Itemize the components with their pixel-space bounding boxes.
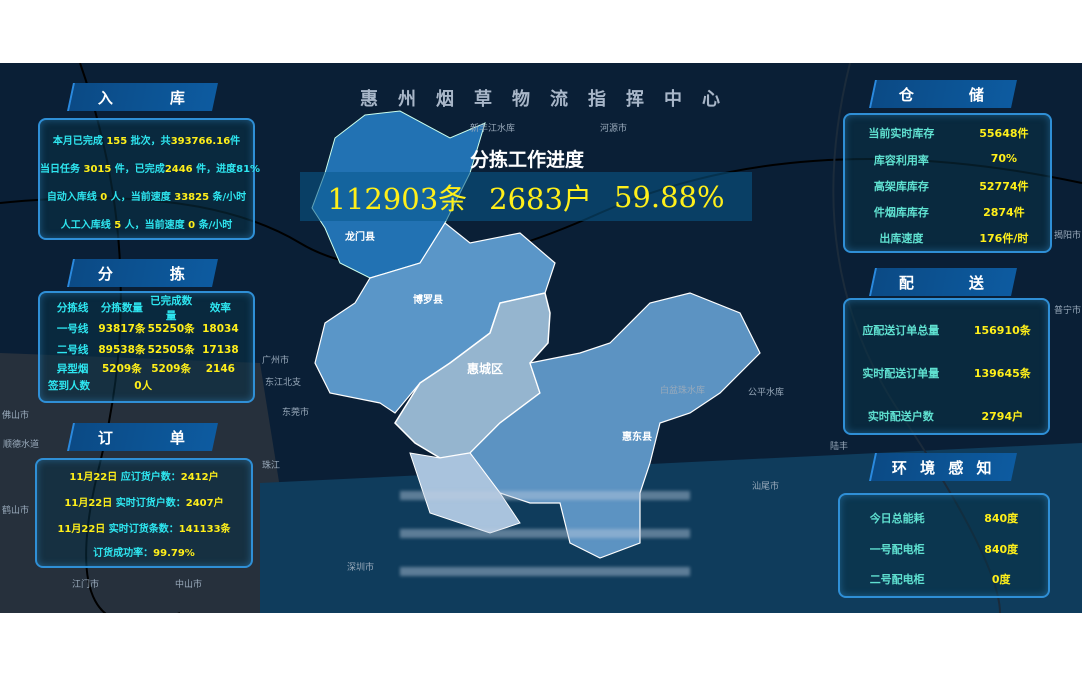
inbound-line: 人工入库线 5 人，当前速度 0 条/小时 [60, 220, 233, 231]
city-label: 珠江 [262, 461, 281, 471]
inbound-panel: 本月已完成 155 批次，共393766.16件 当日任务 3015 件，已完成… [38, 118, 261, 240]
storage-item: 高架库库存 52774件 [873, 180, 1029, 193]
storage-item: 当前实时库存 55648件 [868, 127, 1029, 140]
delivery-title: 配送 [869, 268, 1017, 296]
city-label: 深圳市 [347, 563, 375, 573]
storage-panel: 当前实时库存 55648件 库容利用率 70% 高架库库存 52774件 件烟库库存 2… [843, 113, 1052, 253]
city-label: 汕尾市 [752, 482, 780, 492]
delivery-item: 实时配送户数 2794户 [867, 410, 1024, 423]
city-label: 鹤山市 [2, 506, 30, 516]
storage-item: 库容利用率 70% [873, 152, 1018, 167]
storage-title: 仓储 [869, 80, 1017, 108]
storage-item: 出库速度 176件/时 [879, 232, 1029, 245]
city-label: 揭阳市 [1054, 231, 1082, 241]
dashboard: 新丰江水库 河源市 东江北支 东莞市 广州市 佛山市 顺德水道 珠江 鹤山市 江… [0, 63, 1082, 613]
city-label: 陆丰 [830, 442, 849, 452]
city-label: 白盆珠水库 [660, 386, 706, 396]
city-label: 江门市 [72, 580, 100, 590]
storage-item: 件烟库库存 2874件 [873, 206, 1025, 219]
orders-title: 订单 [67, 423, 218, 451]
sorting-table: 分拣线 分拣数量 已完成数量 效率 一号线 93817条 55250条 18034 二号线 8… [48, 294, 245, 394]
orders-line: 11月22日 实时订货条数：141133条 [57, 524, 231, 535]
city-label: 顺德水道 [3, 440, 40, 450]
city-label: 东江北支 [265, 378, 302, 388]
sorted-households: 2683户 [489, 181, 592, 216]
city-label: 河源市 [600, 124, 628, 134]
city-label: 新丰江水库 [470, 124, 516, 134]
sorted-count: 112903条 [327, 181, 468, 216]
inbound-title: 入库 [67, 83, 218, 111]
district-label: 龙门县 [345, 232, 375, 243]
sorted-percent: 59.88% [613, 179, 725, 214]
orders-line: 11月22日 应订货户数：2412户 [69, 472, 219, 483]
district-label: 惠东县 [622, 432, 652, 443]
sorting-panel: 分拣线 分拣数量 已完成数量 效率 一号线 93817条 55250条 18034 二号线 8… [38, 291, 255, 403]
city-label: 佛山市 [2, 411, 30, 421]
city-label: 公平水库 [748, 388, 785, 398]
table-row: 一号线 93817条 55250条 18034 [56, 322, 239, 336]
city-label: 东莞市 [282, 408, 310, 418]
delivery-panel: 应配送订单总量 156910条 实时配送订单量 139645条 实时配送户数 2794… [843, 298, 1050, 435]
sorting-title: 分拣 [67, 259, 218, 287]
env-panel: 今日总能耗 840度 一号配电柜 840度 二号配电柜 0度 [838, 493, 1050, 598]
inbound-line: 自动入库线 0 人，当前速度 33825 条/小时 [46, 192, 247, 203]
table-row: 异型烟 5209条 5209条 2146 [56, 362, 235, 376]
signin-row: 签到人数 0人 [48, 380, 153, 392]
district-label: 惠城区 [467, 362, 504, 376]
inbound-line: 本月已完成 155 批次，共393766.16件 [52, 136, 241, 147]
inbound-line: 当日任务 3015 件，已完成2446 件，进度81% [40, 164, 261, 175]
delivery-item: 实时配送订单量 139645条 [862, 367, 1031, 380]
city-label: 中山市 [175, 580, 203, 590]
env-item: 今日总能耗 840度 [869, 512, 1019, 525]
progress-banner: 112903条 2683户 59.88% [300, 172, 752, 221]
env-item: 一号配电柜 840度 [869, 543, 1019, 556]
progress-title: 分拣工作进度 [469, 149, 584, 171]
city-label: 广州市 [262, 356, 290, 366]
table-row: 二号线 89538条 52505条 17138 [56, 343, 239, 357]
delivery-item: 应配送订单总量 156910条 [862, 324, 1031, 337]
env-title: 环 境 感 知 [869, 453, 1017, 481]
table-header: 分拣线 分拣数量 已完成数量 效率 [56, 294, 231, 322]
orders-panel: 11月22日 应订货户数：2412户 11月22日 实时订货户数：2407户 1… [35, 458, 253, 568]
city-label: 普宁市 [1054, 306, 1082, 316]
district-label: 博罗县 [413, 295, 443, 306]
orders-rate: 订货成功率：99.79% [93, 548, 195, 559]
header-title: 惠州烟草物流指挥中心 [360, 89, 740, 110]
env-item: 二号配电柜 0度 [869, 573, 1011, 586]
orders-line: 11月22日 实时订货户数：2407户 [64, 498, 224, 509]
blurred-info [400, 491, 690, 581]
